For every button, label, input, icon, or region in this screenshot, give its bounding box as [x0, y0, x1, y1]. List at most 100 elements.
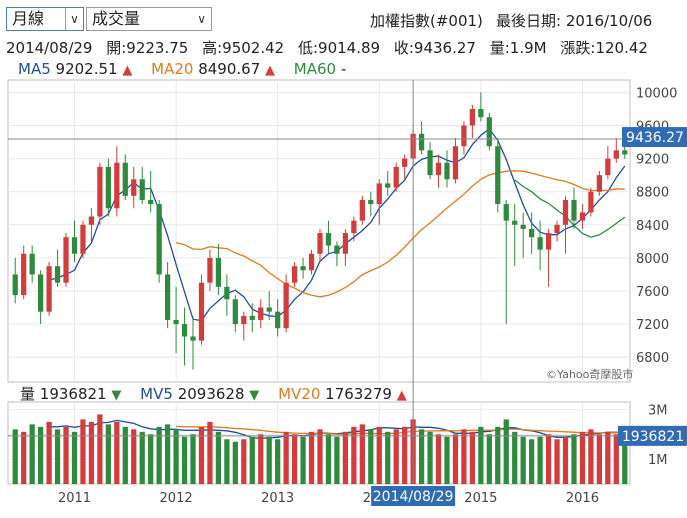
period-select[interactable]: 月線 ∨	[6, 7, 84, 31]
volume-bar	[495, 426, 501, 484]
candle-body	[114, 162, 120, 209]
volume-bar	[435, 434, 442, 484]
price-legend: MA5 9202.51 ▲ MA20 8490.67 ▲ MA60 -	[18, 60, 360, 78]
legend-ma5-arrow: ▲	[122, 63, 133, 78]
volume-bar	[529, 439, 535, 484]
volume-bar	[334, 436, 340, 484]
candle-body	[12, 274, 18, 296]
volume-bar	[291, 434, 298, 484]
volume-bar	[588, 429, 594, 484]
legend-mv5-name: MV5	[140, 385, 173, 403]
x-tick-label: 2013	[261, 491, 294, 506]
volume-bar	[393, 429, 399, 484]
candle-body	[317, 233, 323, 254]
volume-bar	[376, 426, 382, 484]
ohlc-volume: 量:1.9M	[489, 39, 547, 57]
candle-body	[88, 216, 95, 225]
crosshair-volume-tag: 1936821	[622, 429, 684, 445]
candle-body	[452, 146, 459, 180]
candle-body	[545, 233, 552, 250]
volume-bar	[545, 434, 552, 484]
candle-body	[562, 199, 569, 225]
candle-body	[308, 253, 315, 271]
volume-bar	[317, 429, 323, 484]
candle-body	[402, 158, 408, 167]
ohlc-info: 2014/08/29 開:9223.75 高:9502.42 低:9014.89…	[6, 37, 657, 58]
price-panel-frame	[7, 79, 631, 383]
volume-legend: 量 1936821 ▼ MV5 2093628 ▼ MV20 1763279 ▲	[20, 383, 421, 404]
candle-body	[554, 224, 560, 234]
volume-bar	[275, 439, 281, 484]
chevron-down-icon: ∨	[197, 12, 206, 26]
candle-body	[342, 233, 349, 254]
volume-bar	[469, 431, 476, 484]
candle-body	[478, 108, 484, 118]
volume-bar	[503, 419, 509, 484]
candle-body	[529, 228, 535, 238]
volume-bar	[512, 431, 518, 484]
candle-body	[181, 324, 188, 337]
candle-body	[359, 199, 365, 221]
candle-body	[537, 237, 543, 250]
volume-bar	[537, 436, 543, 484]
candle-body	[38, 274, 44, 312]
price-tick-label: 8000	[636, 252, 669, 267]
candle-body	[190, 336, 196, 341]
price-tick-label: 7200	[636, 318, 669, 333]
candle-body	[224, 286, 230, 300]
candle-body	[435, 162, 442, 176]
candle-body	[266, 307, 272, 312]
candle-body	[385, 183, 391, 188]
candle-body	[291, 266, 298, 283]
volume-bar	[444, 436, 450, 484]
volume-bar	[131, 429, 137, 484]
candle-body	[173, 319, 179, 325]
volume-bar	[486, 434, 492, 484]
volume-bar	[224, 439, 230, 484]
ohlc-high: 高:9502.42	[202, 39, 285, 57]
candle-body	[469, 108, 476, 126]
crosshair-date-tag-bg	[371, 486, 456, 506]
volume-bar	[148, 434, 154, 484]
mv20-line	[176, 425, 625, 435]
volume-bar	[139, 431, 145, 484]
volume-bar	[114, 421, 120, 484]
legend-mv5: MV5 2093628 ▼	[140, 385, 264, 403]
candle-body	[164, 274, 171, 320]
price-tick-label: 6800	[636, 351, 669, 366]
ma60-line	[514, 179, 626, 238]
last-date: 最後日期: 2016/10/06	[496, 12, 653, 30]
volume-bar	[325, 434, 332, 484]
index-name: 加權指數(#001)	[370, 12, 483, 30]
legend-mv5-value: 2093628	[177, 385, 245, 403]
indicator-select[interactable]: 成交量 ∨	[86, 7, 212, 31]
candle-body	[503, 204, 509, 221]
ohlc-date: 2014/08/29	[6, 39, 93, 57]
candle-body	[368, 199, 374, 205]
candle-body	[520, 224, 526, 229]
legend-ma20-arrow: ▲	[265, 63, 276, 78]
legend-mv20: MV20 1763279 ▲	[278, 385, 407, 403]
volume-bar	[258, 434, 264, 484]
candle-body	[351, 220, 357, 234]
candle-body	[139, 179, 145, 200]
price-tick-label: 9200	[636, 153, 669, 168]
crosshair-volume-tag-bg	[618, 425, 687, 446]
crosshair-price-tag: 9436.27	[626, 130, 684, 146]
volume-bar	[97, 414, 103, 484]
candle-body	[283, 282, 289, 329]
candle-body	[29, 253, 35, 275]
legend-ma5-value: 9202.51	[55, 60, 118, 78]
candle-body	[495, 146, 501, 205]
volume-bar	[596, 434, 602, 484]
legend-ma5-name: MA5	[18, 60, 51, 78]
volume-bar	[122, 426, 128, 484]
volume-bar	[520, 436, 526, 484]
candle-body	[588, 191, 594, 213]
volume-bar	[181, 436, 188, 484]
period-select-value: 月線	[12, 9, 45, 28]
volume-bar	[300, 436, 306, 484]
chevron-down-icon: ∨	[65, 8, 83, 30]
candle-body	[444, 162, 450, 180]
